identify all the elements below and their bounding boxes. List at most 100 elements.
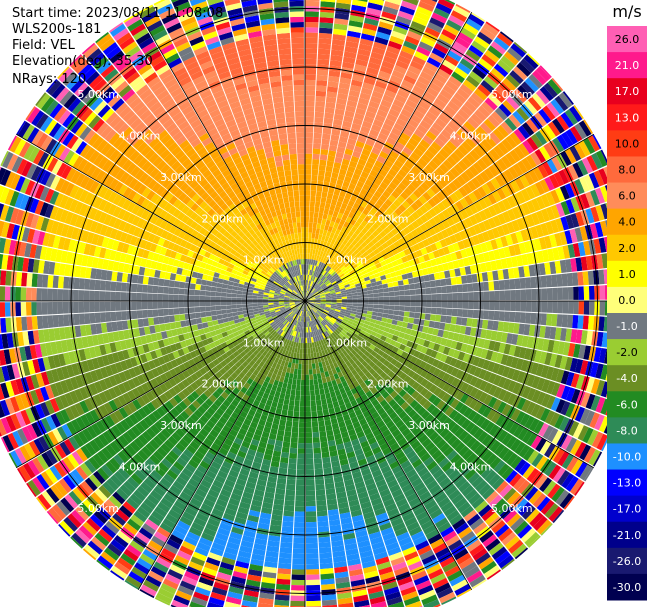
radar-gate xyxy=(448,14,465,27)
radar-gate xyxy=(277,568,291,575)
radar-gate xyxy=(327,81,339,88)
radar-gate xyxy=(327,225,333,233)
radar-gate xyxy=(324,258,329,265)
radar-gate xyxy=(349,218,357,226)
radar-gate xyxy=(425,287,432,295)
radar-gate xyxy=(361,28,377,37)
radar-gate xyxy=(305,458,314,465)
radar-gate xyxy=(599,285,606,300)
radar-gate xyxy=(409,289,416,296)
radar-gate xyxy=(305,379,310,386)
radar-gate xyxy=(357,297,363,301)
radar-gate xyxy=(305,58,317,65)
radar-gate xyxy=(311,281,315,287)
radar-gate xyxy=(312,148,321,155)
radar-gate xyxy=(358,97,370,106)
radar-gate xyxy=(427,22,443,34)
radar-gate xyxy=(368,100,380,109)
radar-gate xyxy=(290,600,305,607)
radar-gate xyxy=(400,0,417,11)
radar-gate xyxy=(436,293,442,301)
radar-gate xyxy=(378,21,394,31)
radar-gate xyxy=(289,368,295,374)
radar-gate xyxy=(320,0,336,3)
radar-gate xyxy=(498,280,505,290)
radar-gate xyxy=(398,113,410,123)
radar-gate xyxy=(345,105,356,113)
radar-gate xyxy=(541,301,548,313)
radar-gate xyxy=(572,272,579,286)
radar-gate xyxy=(306,290,309,297)
radar-gate xyxy=(318,234,323,240)
radar-gate xyxy=(483,310,490,320)
radar-gate xyxy=(430,287,437,294)
radar-gate xyxy=(367,293,374,298)
radar-gate xyxy=(309,206,315,212)
radar-gate xyxy=(305,432,313,438)
radar-gate xyxy=(483,301,490,310)
radar-gate xyxy=(389,301,395,306)
radar-gate xyxy=(393,65,407,75)
radar-gate xyxy=(322,133,331,140)
radar-gate xyxy=(319,154,328,161)
radar-gate xyxy=(378,104,390,114)
radar-gate xyxy=(354,112,365,121)
radar-gate xyxy=(325,102,336,109)
radar-gate xyxy=(306,269,309,275)
radar-gate xyxy=(318,164,326,171)
radar-gate xyxy=(305,185,311,191)
radar-gate xyxy=(305,85,316,91)
radar-gate xyxy=(305,79,316,86)
radar-gate xyxy=(493,280,500,291)
radar-gate xyxy=(402,0,419,6)
radar-gate xyxy=(295,490,305,496)
radar-gate xyxy=(291,569,305,575)
radar-gate xyxy=(429,314,436,322)
radar-gate xyxy=(305,16,319,23)
radar-gate xyxy=(412,15,429,27)
radar-gate xyxy=(347,138,357,146)
radar-gate xyxy=(305,463,314,470)
radar-gate xyxy=(357,135,367,144)
radar-gate xyxy=(319,207,325,214)
radar-gate xyxy=(367,156,377,165)
radar-gate xyxy=(291,579,305,586)
radar-gate xyxy=(358,175,367,184)
radar-gate xyxy=(292,548,305,554)
radar-gate xyxy=(313,217,318,223)
radar-gate xyxy=(281,526,294,533)
radar-gate xyxy=(305,227,309,233)
radar-gate xyxy=(399,305,405,312)
radar-gate xyxy=(306,258,310,265)
radar-gate xyxy=(296,379,301,386)
radar-gate xyxy=(336,299,342,301)
radar-gate xyxy=(308,363,313,370)
radar-gate xyxy=(407,278,415,285)
radar-gate xyxy=(333,28,347,36)
radar-gate xyxy=(305,411,312,417)
radar-gate xyxy=(278,467,288,474)
radar-gate xyxy=(471,318,478,328)
radar-gate xyxy=(377,132,388,142)
radar-gate xyxy=(316,373,322,379)
radar-gate xyxy=(305,222,309,228)
radar-gate xyxy=(354,185,362,193)
radar-gate xyxy=(530,276,537,289)
radar-gate xyxy=(313,270,317,277)
radar-gate xyxy=(415,301,421,307)
radar-gate xyxy=(305,232,309,238)
radar-gate xyxy=(339,168,347,176)
radar-gate xyxy=(477,282,484,292)
radar-gate xyxy=(316,510,328,517)
radar-gate xyxy=(307,353,312,359)
radar-gate xyxy=(363,115,375,124)
radar-gate xyxy=(347,165,356,173)
radar-gate xyxy=(350,178,359,186)
radar-gate xyxy=(306,584,321,591)
radar-gate xyxy=(583,301,590,315)
radar-gate xyxy=(381,146,392,155)
radar-gate xyxy=(326,248,332,254)
radar-gate xyxy=(320,196,327,204)
radar-gate xyxy=(376,155,387,164)
